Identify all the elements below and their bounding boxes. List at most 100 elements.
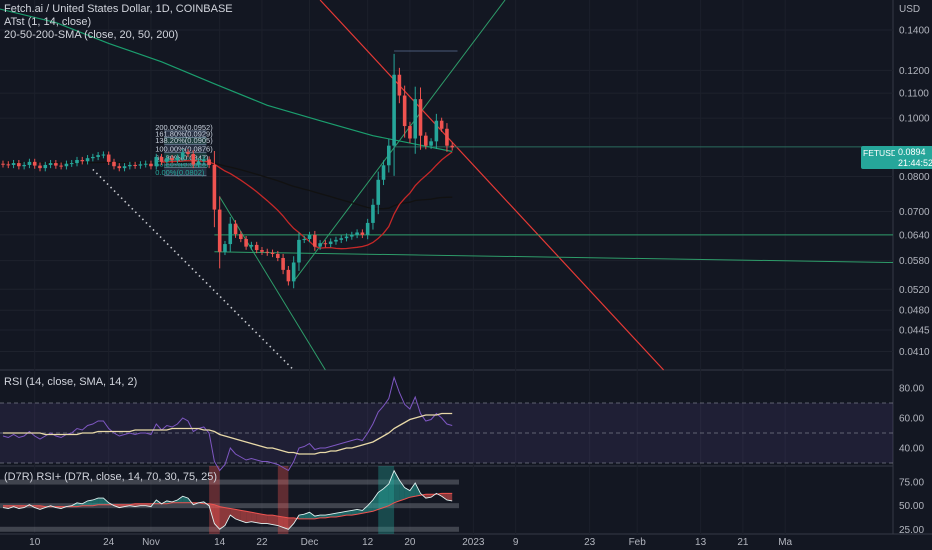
rsi-plus-fill <box>378 488 384 510</box>
candle-body <box>17 163 21 167</box>
fib-zone <box>164 137 207 145</box>
candle-body <box>402 95 407 127</box>
fib-zone <box>164 164 207 168</box>
candle-body <box>133 164 137 166</box>
candle-body <box>265 251 270 253</box>
candle-body <box>217 209 222 252</box>
rsi-plus-fill <box>399 480 405 501</box>
rsi-tick-label: 40.00 <box>899 444 924 455</box>
time-tick-label: 13 <box>695 537 707 548</box>
fib-zone <box>164 130 207 138</box>
rsi-tick-label: 60.00 <box>899 414 924 425</box>
fib-level-label: 61.80%(0.0847) <box>155 154 209 163</box>
candle-body <box>434 120 439 142</box>
candle-body <box>376 179 381 205</box>
price-axis[interactable]: 0.1400 0.1200 0.1100 0.1000 0.0800 0.0700 0.06… <box>899 26 930 536</box>
rsi-plus-fill <box>251 512 257 523</box>
rsi-plus-fill <box>320 515 326 518</box>
candle-body <box>143 163 148 165</box>
indicator-atst[interactable]: ATst (1, 14, close) <box>4 16 92 28</box>
candle-body <box>239 234 243 240</box>
price-tick-label: 0.1000 <box>899 114 930 125</box>
candle-body <box>360 232 365 235</box>
candle-body <box>408 126 412 139</box>
price-tick-label: 0.1100 <box>899 89 929 100</box>
indicator-sma[interactable]: 20-50-200-SMA (close, 20, 50, 200) <box>4 29 179 41</box>
candle-body <box>1 163 5 165</box>
candle-body <box>429 141 433 146</box>
candle-body <box>212 164 217 210</box>
rsi-plus-fill <box>219 506 225 530</box>
price-tag-symbol: FETUSD <box>863 148 897 158</box>
rsi-plus-tick-label: 75.00 <box>899 478 924 489</box>
rsi-plus-fill <box>367 500 373 513</box>
rsi-plus-highlight <box>209 466 220 534</box>
time-tick-label: 2023 <box>462 537 485 548</box>
rsi-plus-fill <box>240 510 247 523</box>
rsi-plus-fill <box>372 492 379 512</box>
rsi-plus-fill <box>98 498 104 505</box>
rsi-plus-fill <box>87 500 93 506</box>
time-tick-label: 21 <box>737 537 749 548</box>
price-tick-label: 0.0410 <box>899 347 930 358</box>
time-tick-label: 10 <box>29 537 41 548</box>
rsi-plus-tick-label: 25.00 <box>899 525 924 536</box>
candle-body <box>350 234 354 237</box>
candle-body <box>313 234 317 247</box>
candle-body <box>276 253 280 258</box>
rsi-plus-band <box>0 503 459 509</box>
candle-body <box>445 128 449 146</box>
rsi-plus-fill <box>262 514 268 524</box>
price-tick-label: 0.0640 <box>899 230 930 241</box>
rsi-ma-line <box>3 412 453 455</box>
candle-body <box>69 163 74 165</box>
chart-title[interactable]: Fetch.ai / United States Dollar, 1D, COI… <box>4 3 233 15</box>
rsi-panel-title[interactable]: RSI (14, close, SMA, 14, 2) <box>4 376 138 388</box>
candle-body <box>91 156 95 159</box>
candle-body <box>96 155 100 157</box>
candle-body <box>186 152 190 154</box>
price-tick-label: 0.0800 <box>899 172 930 183</box>
candle-body <box>318 243 322 247</box>
rsi-plus-fill <box>288 517 294 530</box>
rsi-plus-fill <box>283 517 289 530</box>
candle-body <box>413 99 418 139</box>
candle-body <box>344 236 349 239</box>
rsi-plus-panel-title[interactable]: (D7R) RSI+ (D7R, close, 14, 70, 30, 75, … <box>4 471 218 483</box>
candle-body <box>387 145 391 166</box>
candle-body <box>75 160 79 164</box>
candle-body <box>59 165 63 167</box>
candle-body <box>202 159 206 162</box>
rsi-plus-fill <box>441 493 447 500</box>
time-tick-label: Dec <box>301 537 319 548</box>
candle-body <box>6 164 11 166</box>
rsi-plus-ma-line <box>3 492 453 520</box>
panel-backgrounds <box>0 402 893 534</box>
price-tag-countdown: 21:44:52 <box>898 158 932 168</box>
time-tick-label: 24 <box>103 537 115 548</box>
price-tick-label: 0.0520 <box>899 285 930 296</box>
fib-level-label: 200.00%(0.0952) <box>155 123 213 132</box>
fib-level-label: 38.20%(0.0828) <box>155 159 209 168</box>
fibonacci-extension: 200.00%(0.0952)161.80%(0.0929)138.20%(0.… <box>155 123 213 177</box>
candle-body <box>112 161 116 167</box>
fib-zone <box>164 161 207 165</box>
rsi-plus-line <box>2 469 453 530</box>
candle-body <box>80 160 85 162</box>
candle-body <box>254 244 259 251</box>
candle-body <box>328 241 333 245</box>
candle-body <box>138 164 143 166</box>
rsi-line <box>2 375 453 472</box>
candle-body <box>22 164 26 167</box>
candlestick-series[interactable] <box>1 53 455 289</box>
candle-body <box>286 269 291 282</box>
time-tick-label: 23 <box>584 537 596 548</box>
candle-body <box>117 166 122 169</box>
candle-body <box>223 244 227 252</box>
price-tick-label: 0.1400 <box>899 26 930 37</box>
price-tag-value: 0.0894 <box>898 147 926 157</box>
rsi-plus-fill <box>362 505 368 514</box>
time-axis[interactable]: 10 24 Nov 14 22 Dec 12 20 2023 9 23 Feb 13 21 Ma <box>29 537 792 548</box>
candle-body <box>48 163 53 165</box>
